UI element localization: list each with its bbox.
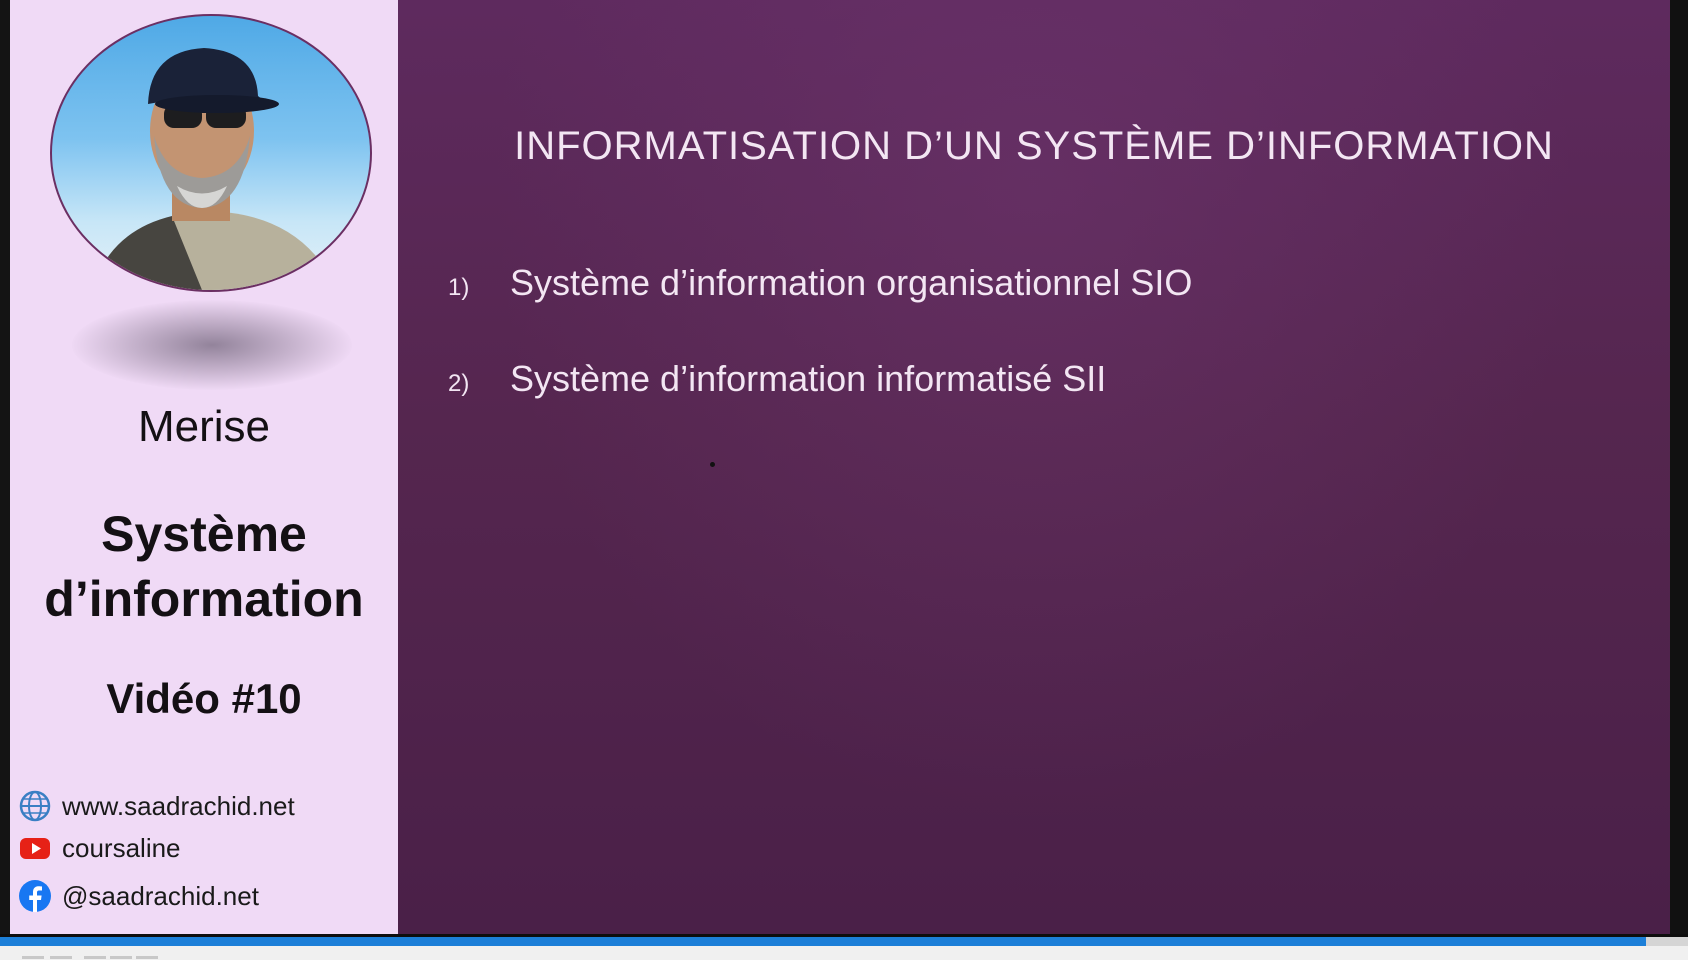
website-text: www.saadrachid.net [62, 791, 295, 822]
control-hint [50, 956, 72, 959]
control-hint [22, 956, 44, 959]
list-item: 2) Système d’information informatisé SII [448, 358, 1106, 400]
list-item-text: Système d’information organisationnel SI… [510, 262, 1192, 303]
player-controls-strip [0, 946, 1688, 960]
facebook-icon [18, 879, 52, 913]
course-name: Merise [10, 402, 398, 452]
avatar-shadow [72, 300, 352, 390]
course-title-line1: Système [10, 502, 398, 567]
course-title: Système d’information [10, 502, 398, 632]
video-number: Vidéo #10 [10, 675, 398, 723]
list-item-number: 1) [448, 274, 510, 302]
control-hint [84, 956, 106, 959]
avatar [50, 14, 372, 292]
list-item-number: 2) [448, 370, 510, 398]
list-item: 1) Système d’information organisationnel … [448, 262, 1192, 304]
progress-fill [0, 937, 1646, 946]
mouse-cursor [710, 462, 715, 467]
facebook-link[interactable]: @saadrachid.net [18, 876, 259, 916]
youtube-text: coursaline [62, 833, 181, 864]
facebook-text: @saadrachid.net [62, 881, 259, 912]
slide-title: INFORMATISATION D’UN SYSTÈME D’INFORMATI… [398, 124, 1670, 169]
right-border [1670, 0, 1688, 934]
control-hint [110, 956, 132, 959]
slide-area: INFORMATISATION D’UN SYSTÈME D’INFORMATI… [398, 0, 1670, 934]
globe-icon [18, 789, 52, 823]
youtube-icon [18, 831, 52, 865]
control-hint [136, 956, 158, 959]
progress-bar[interactable] [0, 937, 1688, 946]
sidebar-panel: Merise Système d’information Vidéo #10 w… [10, 0, 398, 934]
left-border [0, 0, 10, 934]
presenter-photo [52, 16, 370, 290]
website-link[interactable]: www.saadrachid.net [18, 786, 295, 826]
list-item-text: Système d’information informatisé SII [510, 358, 1106, 399]
course-title-line2: d’information [10, 567, 398, 632]
youtube-link[interactable]: coursaline [18, 828, 181, 868]
